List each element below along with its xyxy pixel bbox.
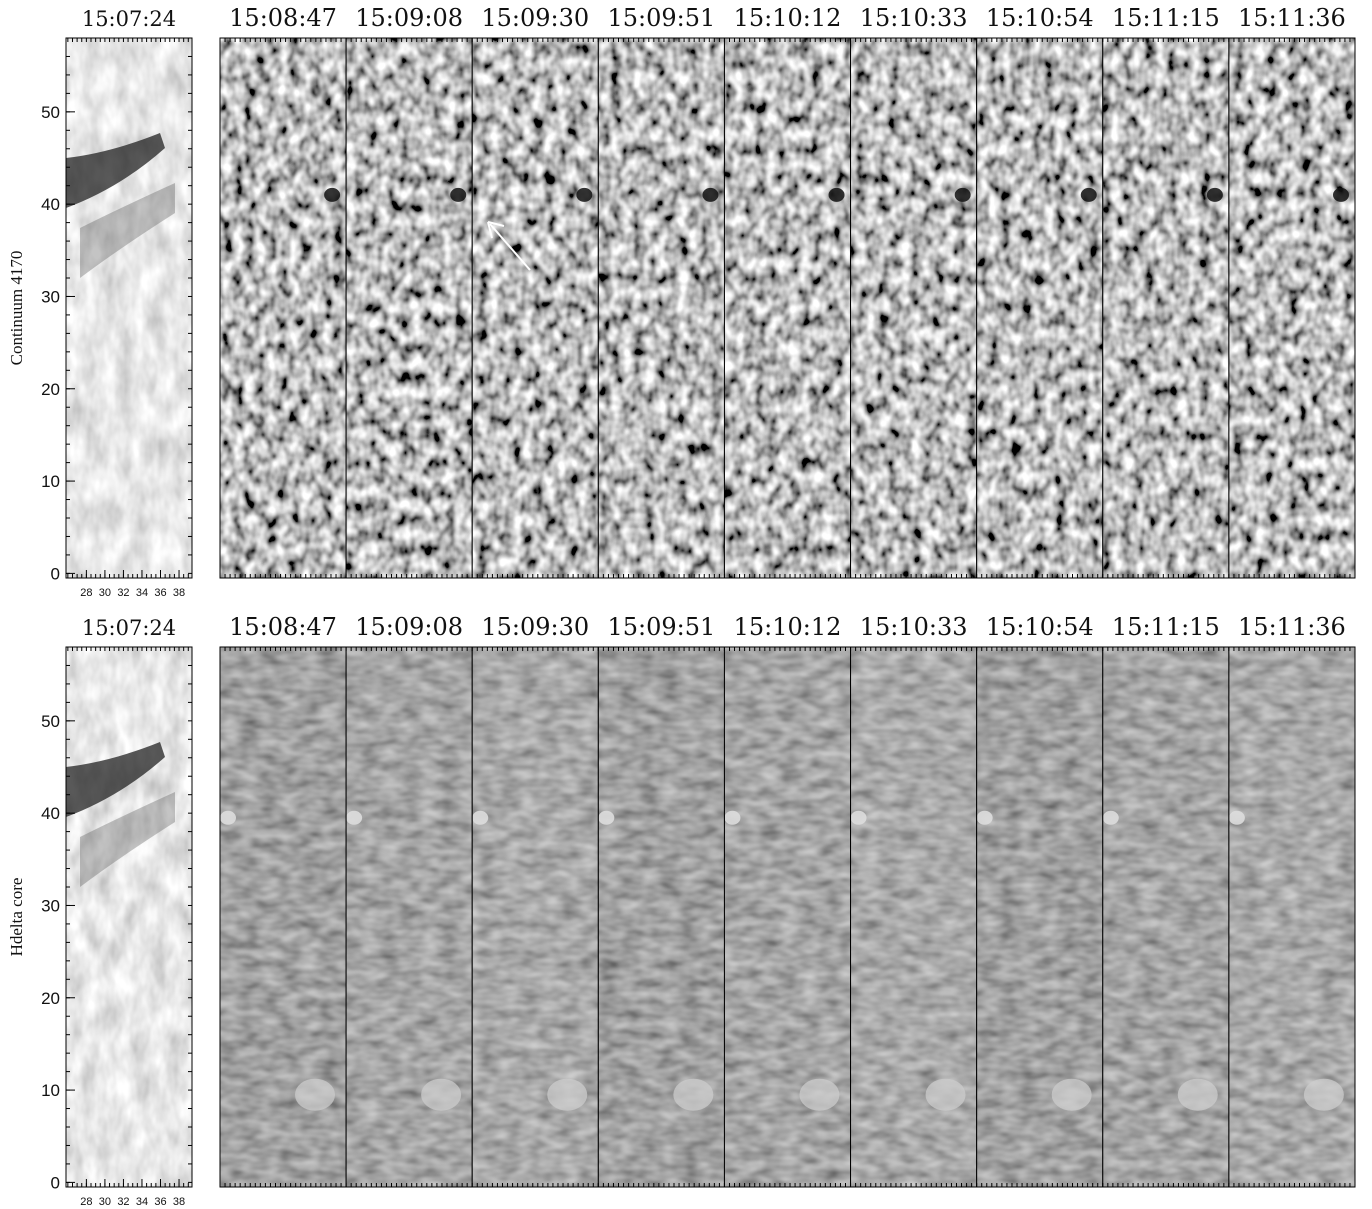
y-tick-label: 20 (41, 380, 60, 399)
panel-time: 15:11:36 (1238, 613, 1346, 641)
image-panel (724, 38, 851, 578)
dark-feature (66, 742, 165, 817)
reference-image (66, 38, 192, 578)
x-tick-label: 32 (117, 1196, 129, 1208)
dark-feature (828, 187, 845, 202)
y-tick-label: 40 (41, 804, 60, 823)
bright-feature (799, 1078, 840, 1111)
panel-time: 15:09:51 (607, 4, 715, 32)
bright-feature (1177, 1078, 1218, 1111)
image-panel (472, 38, 599, 578)
bright-feature (1102, 810, 1119, 825)
dark-feature (80, 183, 175, 278)
y-tick-label: 20 (41, 989, 60, 1008)
panel-time: 15:10:12 (734, 4, 842, 32)
dark-feature (80, 792, 175, 887)
panel-time: 15:11:15 (1112, 4, 1220, 32)
bright-feature (673, 1078, 714, 1111)
x-tick-label: 36 (154, 1196, 166, 1208)
y-tick-label: 0 (51, 564, 60, 583)
panel-time: 15:09:51 (607, 613, 715, 641)
panel-time: 15:08:47 (229, 4, 337, 32)
panel-time: 15:10:54 (986, 613, 1094, 641)
bright-feature (421, 1078, 462, 1111)
bright-feature (976, 810, 993, 825)
reference-frame (65, 646, 193, 1188)
x-tick-label: 32 (117, 587, 129, 599)
image-panel (850, 38, 977, 578)
x-tick-label: 30 (99, 1196, 111, 1208)
y-tick-label: 10 (41, 472, 60, 491)
bright-feature (1303, 1078, 1344, 1111)
dark-feature (450, 187, 467, 202)
x-tick-label: 38 (173, 587, 185, 599)
panel-time: 15:09:08 (355, 613, 463, 641)
y-tick-label: 40 (41, 195, 60, 214)
bright-feature (598, 810, 615, 825)
y-tick-label: 50 (41, 712, 60, 731)
panel-time: 15:11:36 (1238, 4, 1346, 32)
bright-feature (1228, 810, 1245, 825)
panel-time: 15:08:47 (229, 613, 337, 641)
image-panel (1228, 38, 1355, 578)
panel-time: 15:09:30 (481, 4, 589, 32)
bright-feature (220, 810, 236, 825)
panel-time: 15:10:54 (986, 4, 1094, 32)
panel-frame (1228, 37, 1356, 579)
panel-time: 15:10:33 (860, 613, 968, 641)
image-panel (1102, 38, 1229, 578)
x-tick-label: 30 (99, 587, 111, 599)
panel-time: 15:10:33 (860, 4, 968, 32)
bright-feature (472, 810, 489, 825)
panel-time: 15:11:15 (1112, 613, 1220, 641)
dark-feature (1206, 187, 1223, 202)
bright-feature (295, 1078, 335, 1111)
image-panel (220, 38, 347, 578)
bright-feature (724, 810, 741, 825)
dark-feature (576, 187, 593, 202)
reference-time: 15:07:24 (82, 616, 176, 640)
reference-frame (65, 37, 193, 579)
y-tick-label: 0 (51, 1173, 60, 1192)
panel-time: 15:09:30 (481, 613, 589, 641)
image-panel (346, 38, 473, 578)
reference-time: 15:07:24 (82, 7, 176, 31)
dark-feature (702, 187, 719, 202)
y-tick-label: 30 (41, 896, 60, 915)
dark-feature (66, 133, 165, 208)
x-tick-label: 36 (154, 587, 166, 599)
x-tick-label: 34 (136, 1196, 148, 1208)
image-panel (976, 38, 1103, 578)
arrow (489, 223, 531, 271)
x-tick-label: 28 (80, 587, 92, 599)
panel-time: 15:10:12 (734, 613, 842, 641)
panel-frame (1228, 646, 1356, 1188)
image-panel (598, 38, 725, 578)
bright-feature (1051, 1078, 1092, 1111)
reference-image (66, 647, 192, 1187)
x-tick-label: 34 (136, 587, 148, 599)
arrow-head (487, 221, 505, 239)
y-tick-label: 50 (41, 103, 60, 122)
bright-feature (547, 1078, 588, 1111)
dark-feature (324, 187, 341, 202)
bright-feature (346, 810, 363, 825)
y-axis-label: Hdelta core (7, 878, 26, 957)
x-tick-label: 38 (173, 1196, 185, 1208)
y-tick-label: 30 (41, 287, 60, 306)
bright-feature (850, 810, 867, 825)
x-tick-label: 28 (80, 1196, 92, 1208)
dark-feature (1333, 187, 1349, 202)
y-tick-label: 10 (41, 1081, 60, 1100)
dark-feature (1080, 187, 1097, 202)
panel-time: 15:09:08 (355, 4, 463, 32)
dark-feature (954, 187, 971, 202)
bright-feature (925, 1078, 966, 1111)
y-axis-label: Continuum 4170 (7, 251, 26, 366)
